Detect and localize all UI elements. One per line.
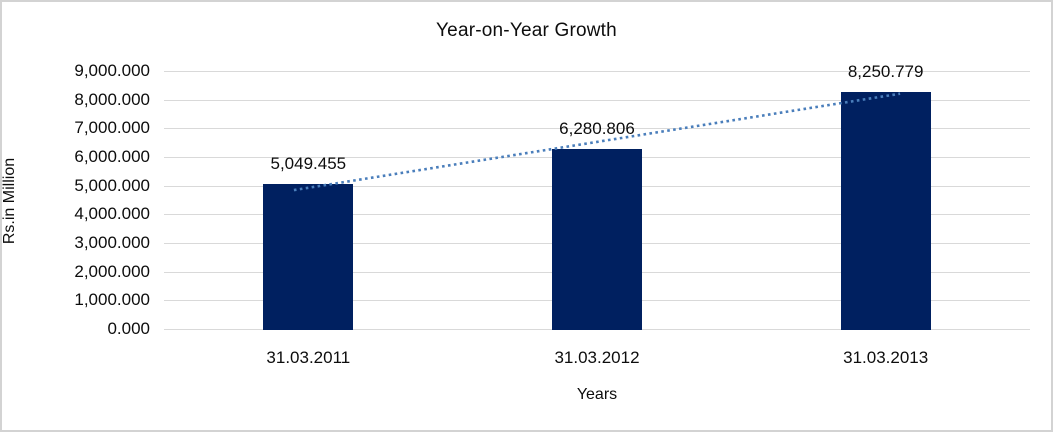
y-tick-label: 8,000.000 <box>74 89 150 109</box>
bar <box>263 184 354 330</box>
y-tick-label: 9,000.000 <box>74 61 150 80</box>
y-tick-label: 0.000 <box>107 319 150 338</box>
bar-value-label: 5,049.455 <box>270 154 347 174</box>
chart-title: Year-on-Year Growth <box>436 20 617 41</box>
bar-value-label: 6,280.806 <box>559 118 635 138</box>
y-tick-label: 1,000.000 <box>74 290 150 310</box>
x-axis-title: Years <box>576 386 618 403</box>
bar-value-label: 8,250.779 <box>847 62 924 82</box>
x-tick-label: 31.03.2011 <box>266 348 351 367</box>
y-axis-title: Rs.in Million <box>1 157 18 245</box>
bar <box>552 148 642 330</box>
y-tick-label: 4,000.000 <box>74 204 150 224</box>
y-tick-label: 6,000.000 <box>74 147 150 166</box>
y-tick-label: 2,000.000 <box>74 261 150 281</box>
x-tick-label: 31.03.2013 <box>843 348 929 367</box>
y-tick-label: 5,000.000 <box>74 175 150 195</box>
gridline <box>164 71 1030 72</box>
x-tick-label: 31.03.2012 <box>554 348 640 367</box>
y-tick-label: 3,000.000 <box>74 233 150 252</box>
bar <box>840 92 931 330</box>
y-tick-label: 7,000.000 <box>74 118 150 138</box>
